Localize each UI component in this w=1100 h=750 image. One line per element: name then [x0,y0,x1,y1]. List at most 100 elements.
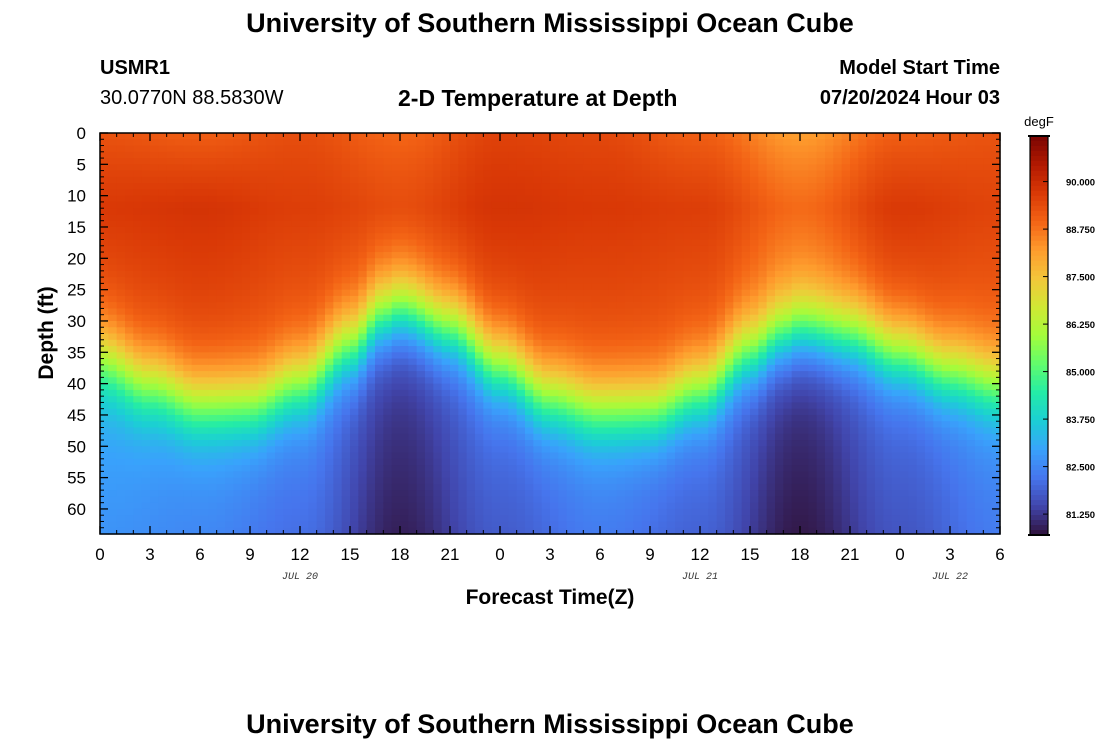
heatmap-cell [700,389,709,397]
heatmap-cell [608,145,618,153]
heatmap-cell [616,302,626,310]
heatmap-cell [291,208,301,216]
heatmap-cell [408,364,418,372]
heatmap-cell [516,233,526,241]
heatmap-cell [425,226,434,234]
heatmap-cell [291,471,301,479]
heatmap-cell [233,320,243,328]
heatmap-cell [700,502,709,510]
heatmap-cell [491,414,501,422]
heatmap-cell [250,358,259,366]
heatmap-cell [516,264,526,272]
heatmap-cell [291,383,301,391]
heatmap-cell [108,258,118,266]
heatmap-cell [100,339,109,347]
heatmap-cell [483,483,493,491]
heatmap-cell [266,396,276,404]
heatmap-cell [375,233,384,241]
heatmap-cell [583,508,593,516]
heatmap-cell [216,270,226,278]
heatmap-cell [591,176,601,184]
heatmap-cell [508,270,518,278]
heatmap-cell [225,414,234,422]
heatmap-cell [625,396,634,404]
heatmap-cell [241,346,251,353]
heatmap-cell [508,170,518,178]
heatmap-cell [150,320,159,328]
heatmap-cell [416,465,426,472]
heatmap-cell [158,333,168,341]
heatmap-cell [291,314,301,322]
heatmap-cell [358,515,368,523]
heatmap-cell [566,226,576,234]
heatmap-cell [516,471,526,479]
heatmap-cell [158,377,168,385]
heatmap-cell [466,490,476,498]
heatmap-cell [675,471,684,479]
heatmap-cell [100,214,109,222]
heatmap-cell [383,302,393,310]
heatmap-cell [400,158,409,165]
heatmap-cell [700,521,709,529]
heatmap-cell [258,358,268,366]
heatmap-cell [333,164,343,172]
heatmap-cell [733,483,743,491]
heatmap-cell [558,189,568,197]
heatmap-cell [383,308,393,316]
heatmap-cell [416,427,426,435]
heatmap-cell [350,527,359,535]
heatmap-cell [150,139,159,147]
heatmap-cell [441,496,451,504]
heatmap-cell [200,270,209,278]
heatmap-cell [541,151,551,159]
heatmap-cell [208,414,218,422]
heatmap-cell [733,133,743,140]
heatmap-cell [241,521,251,529]
heatmap-cell [500,189,509,197]
heatmap-cell [100,245,109,253]
heatmap-cell [275,270,284,278]
heatmap-cell [225,208,234,216]
heatmap-cell [691,364,701,372]
heatmap-cell [600,133,609,140]
heatmap-cell [600,295,609,303]
heatmap-cell [191,277,201,284]
heatmap-cell [183,471,193,479]
heatmap-cell [108,402,118,410]
heatmap-cell [483,139,493,147]
heatmap-cell [208,377,218,385]
heatmap-cell [550,314,559,322]
heatmap-cell [358,258,368,266]
heatmap-cell [516,408,526,416]
heatmap-cell [641,270,651,278]
heatmap-cell [633,452,643,460]
heatmap-cell [641,521,651,529]
heatmap-cell [316,508,326,516]
heatmap-cell [241,133,251,140]
heatmap-cell [683,421,693,429]
heatmap-cell [258,170,268,178]
heatmap-cell [225,339,234,347]
heatmap-cell [266,264,276,272]
heatmap-cell [250,446,259,454]
heatmap-cell [608,327,618,335]
heatmap-cell [508,220,518,228]
heatmap-cell [641,477,651,485]
heatmap-cell [241,201,251,209]
heatmap-cell [450,302,459,310]
heatmap-cell [558,508,568,516]
heatmap-cell [216,176,226,184]
heatmap-cell [558,352,568,360]
heatmap-cell [233,339,243,347]
heatmap-cell [525,176,534,184]
heatmap-cell [466,440,476,447]
heatmap-cell [433,245,443,253]
heatmap-cell [541,252,551,259]
heatmap-cell [708,151,718,159]
heatmap-cell [133,201,143,209]
heatmap-cell [141,333,151,341]
heatmap-cell [558,333,568,341]
heatmap-cell [208,433,218,441]
heatmap-cell [325,289,334,297]
heatmap-cell [150,371,159,378]
